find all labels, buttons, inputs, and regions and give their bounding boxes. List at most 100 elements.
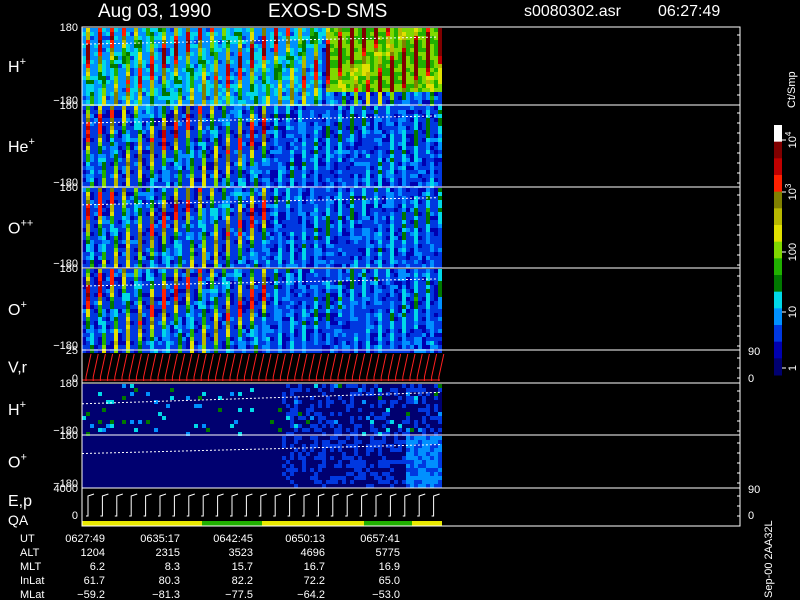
cell: [434, 52, 438, 56]
cell: [426, 178, 430, 182]
cell: [106, 68, 110, 72]
cell: [314, 256, 318, 260]
cell: [210, 88, 214, 92]
cell: [258, 28, 262, 32]
cell: [278, 80, 282, 84]
cell: [118, 224, 122, 228]
time: 06:27:49: [658, 3, 720, 20]
cell: [422, 174, 426, 178]
cell: [174, 64, 178, 68]
cell: [330, 32, 334, 36]
cell: [190, 96, 194, 100]
cell: [174, 228, 178, 232]
cell: [274, 248, 278, 252]
cell: [142, 146, 146, 150]
cell: [142, 52, 146, 56]
cell: [338, 64, 342, 68]
cell: [362, 72, 366, 76]
cell: [226, 158, 230, 162]
cell: [346, 114, 350, 118]
cell: [354, 142, 358, 146]
cell: [210, 260, 214, 264]
cell: [298, 76, 302, 80]
cell: [174, 232, 178, 236]
cell: [366, 28, 370, 32]
cell: [202, 166, 206, 170]
cell: [254, 56, 258, 60]
cell: [330, 60, 334, 64]
cell: [182, 60, 186, 64]
cell: [290, 76, 294, 80]
cell: [274, 126, 278, 130]
cell: [418, 84, 422, 88]
cell: [398, 142, 402, 146]
cell: [366, 158, 370, 162]
cell: [278, 84, 282, 88]
cell: [242, 28, 246, 32]
cell: [330, 106, 334, 110]
cell: [178, 166, 182, 170]
cell: [170, 134, 174, 138]
cell: [186, 32, 190, 36]
cell: [158, 216, 162, 220]
cell: [282, 212, 286, 216]
cell: [338, 192, 342, 196]
cell: [430, 88, 434, 92]
cell: [422, 114, 426, 118]
cell: [134, 48, 138, 52]
cell: [214, 84, 218, 88]
cell: [430, 64, 434, 68]
cell: [294, 240, 298, 244]
cell: [298, 92, 302, 96]
cell: [346, 142, 350, 146]
cell: [310, 96, 314, 100]
cell: [226, 188, 230, 192]
cell: [306, 224, 310, 228]
cell: [334, 188, 338, 192]
cell: [106, 146, 110, 150]
cell: [298, 188, 302, 192]
cell: [426, 52, 430, 56]
cell: [178, 216, 182, 220]
cell: [262, 134, 266, 138]
cell: [214, 138, 218, 142]
cell: [350, 126, 354, 130]
cell: [338, 166, 342, 170]
cell: [114, 208, 118, 212]
cell: [334, 240, 338, 244]
cell: [410, 48, 414, 52]
cell: [186, 178, 190, 182]
cell: [102, 228, 106, 232]
cell: [298, 220, 302, 224]
cell: [366, 60, 370, 64]
cell: [206, 220, 210, 224]
cell: [226, 228, 230, 232]
cell: [82, 188, 86, 192]
cell: [286, 212, 290, 216]
cell: [138, 138, 142, 142]
cell: [166, 240, 170, 244]
cell: [362, 130, 366, 134]
cell: [150, 64, 154, 68]
cell: [114, 92, 118, 96]
cell: [94, 174, 98, 178]
cell: [414, 48, 418, 52]
cell: [178, 64, 182, 68]
cell: [138, 192, 142, 196]
cell: [170, 154, 174, 158]
cell: [318, 240, 322, 244]
cell: [134, 40, 138, 44]
cell: [314, 170, 318, 174]
cell: [158, 68, 162, 72]
cell: [162, 208, 166, 212]
cell: [110, 80, 114, 84]
cell: [302, 130, 306, 134]
cell: [270, 64, 274, 68]
cell: [306, 68, 310, 72]
cell: [106, 114, 110, 118]
cell: [170, 92, 174, 96]
cell: [338, 174, 342, 178]
cell: [134, 162, 138, 166]
cell: [118, 248, 122, 252]
cell: [438, 52, 442, 56]
